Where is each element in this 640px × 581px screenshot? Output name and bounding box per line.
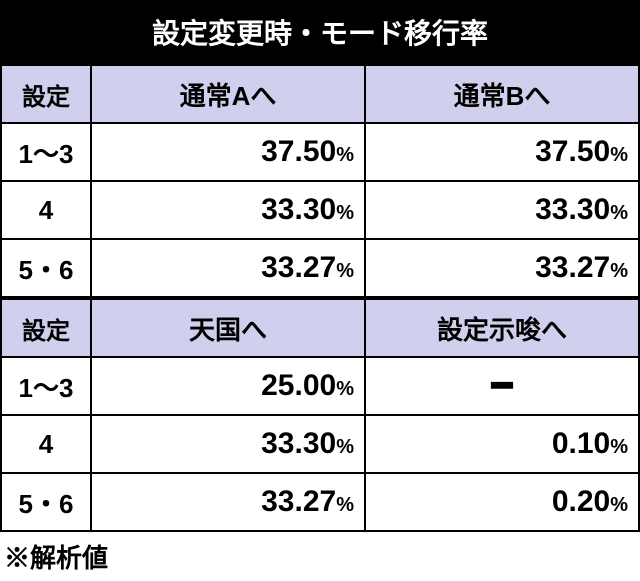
cell-value: 37.50% (365, 123, 639, 181)
table-row: 4 33.30% 33.30% (1, 181, 639, 239)
cell-value: 25.00% (91, 357, 365, 415)
footnote: ※解析値 (0, 532, 640, 581)
row-label: 5・6 (1, 473, 91, 531)
header-heaven: 天国へ (91, 299, 365, 357)
cell-value: 33.27% (91, 239, 365, 297)
cell-value: 37.50% (91, 123, 365, 181)
table-row: 4 33.30% 0.10% (1, 415, 639, 473)
header-mode-b: 通常Bへ (365, 65, 639, 123)
cell-value: 33.27% (365, 239, 639, 297)
table-header-row: 設定 天国へ 設定示唆へ (1, 299, 639, 357)
cell-value: 33.27% (91, 473, 365, 531)
row-label: 4 (1, 415, 91, 473)
header-setting: 設定 (1, 65, 91, 123)
mode-transition-table: 設定変更時・モード移行率 設定 通常Aへ 通常Bへ 1〜3 37.50% 37.… (0, 0, 640, 581)
row-label: 1〜3 (1, 123, 91, 181)
table-header-row: 設定 通常Aへ 通常Bへ (1, 65, 639, 123)
row-label: 4 (1, 181, 91, 239)
row-label: 1〜3 (1, 357, 91, 415)
header-mode-a: 通常Aへ (91, 65, 365, 123)
title-bar: 設定変更時・モード移行率 (0, 0, 640, 64)
row-label: 5・6 (1, 239, 91, 297)
cell-dash: ━ (365, 357, 639, 415)
table-row: 5・6 33.27% 0.20% (1, 473, 639, 531)
table-row: 5・6 33.27% 33.27% (1, 239, 639, 297)
table-row: 1〜3 37.50% 37.50% (1, 123, 639, 181)
cell-value: 0.10% (365, 415, 639, 473)
cell-value: 0.20% (365, 473, 639, 531)
table-lower: 設定 天国へ 設定示唆へ 1〜3 25.00% ━ 4 33.30% 0.10%… (0, 298, 640, 532)
cell-value: 33.30% (365, 181, 639, 239)
cell-value: 33.30% (91, 181, 365, 239)
cell-value: 33.30% (91, 415, 365, 473)
header-setting: 設定 (1, 299, 91, 357)
header-suggest: 設定示唆へ (365, 299, 639, 357)
table-upper: 設定 通常Aへ 通常Bへ 1〜3 37.50% 37.50% 4 33.30% … (0, 64, 640, 298)
table-row: 1〜3 25.00% ━ (1, 357, 639, 415)
